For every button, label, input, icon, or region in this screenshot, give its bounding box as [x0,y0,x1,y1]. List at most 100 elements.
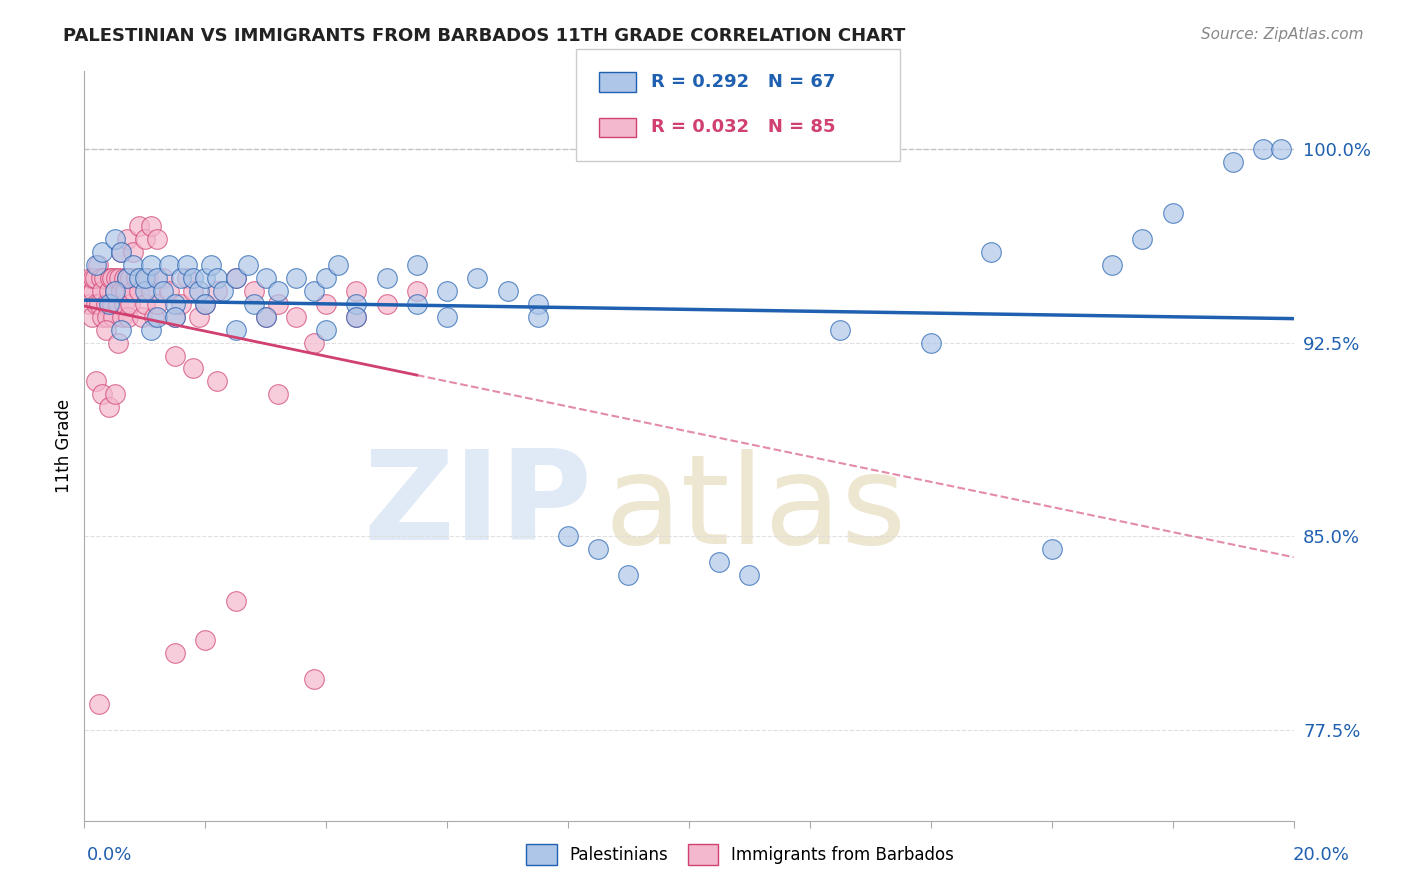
Point [496,284,519,298]
Point [315,271,337,285]
Point [1161,206,1184,220]
Point [112,271,135,285]
Point [121,258,143,272]
Point [225,323,247,337]
Point [588,542,610,557]
Point [142,310,165,324]
Point [118,297,141,311]
Point [200,258,222,272]
Point [194,271,217,285]
Point [346,297,368,311]
Point [1222,154,1244,169]
Point [146,310,169,324]
Point [104,232,127,246]
Point [157,284,180,298]
Point [128,271,150,285]
Point [152,271,174,285]
Point [242,297,264,311]
Point [170,271,193,285]
Point [406,297,429,311]
Point [128,219,150,234]
Point [406,284,429,298]
Point [236,258,259,272]
Point [97,297,120,311]
Text: R = 0.292   N = 67: R = 0.292 N = 67 [651,73,835,91]
Point [146,232,169,246]
Text: Immigrants from Barbados: Immigrants from Barbados [731,846,955,863]
Text: 0.0%: 0.0% [87,846,132,863]
Point [1101,258,1123,272]
Point [134,284,156,298]
Point [139,219,162,234]
Point [285,271,308,285]
Text: Palestinians: Palestinians [569,846,668,863]
Point [97,401,120,415]
Point [225,271,247,285]
Point [79,271,101,285]
Point [315,323,337,337]
Point [139,323,162,337]
Point [108,271,131,285]
Point [90,271,112,285]
Point [114,284,136,298]
Point [76,284,98,298]
Point [267,387,290,401]
Point [302,284,325,298]
Point [254,271,277,285]
Point [98,271,121,285]
Point [375,271,398,285]
Text: Source: ZipAtlas.com: Source: ZipAtlas.com [1201,27,1364,42]
Text: R = 0.032   N = 85: R = 0.032 N = 85 [651,119,835,136]
Point [212,284,235,298]
Point [176,271,198,285]
Point [146,297,169,311]
Point [194,297,217,311]
Point [157,258,180,272]
Point [104,271,127,285]
Point [194,632,217,647]
Point [436,310,458,324]
Point [254,310,277,324]
Point [136,271,159,285]
Point [91,245,114,260]
Point [111,310,134,324]
Point [1040,542,1063,557]
Point [1132,232,1154,246]
Point [152,284,174,298]
Point [89,297,111,311]
Point [302,335,325,350]
Point [94,323,117,337]
Point [165,310,187,324]
Point [207,375,229,389]
Point [346,310,368,324]
Point [139,258,162,272]
Point [80,310,103,324]
Point [121,284,143,298]
Point [104,284,127,298]
Point [82,271,104,285]
Point [527,297,550,311]
Point [467,271,489,285]
Point [181,271,204,285]
Point [110,284,132,298]
Point [267,297,290,311]
Point [254,310,277,324]
Point [86,297,108,311]
Point [89,698,111,712]
Point [406,258,429,272]
Point [97,284,120,298]
Point [285,310,308,324]
Point [103,310,125,324]
Point [181,361,204,376]
Point [375,297,398,311]
Point [104,387,127,401]
Point [188,284,211,298]
Point [134,271,156,285]
Point [104,284,127,298]
Point [170,297,193,311]
Point [94,297,117,311]
Point [115,271,138,285]
Text: 20.0%: 20.0% [1294,846,1350,863]
Point [110,245,132,260]
Point [77,297,100,311]
